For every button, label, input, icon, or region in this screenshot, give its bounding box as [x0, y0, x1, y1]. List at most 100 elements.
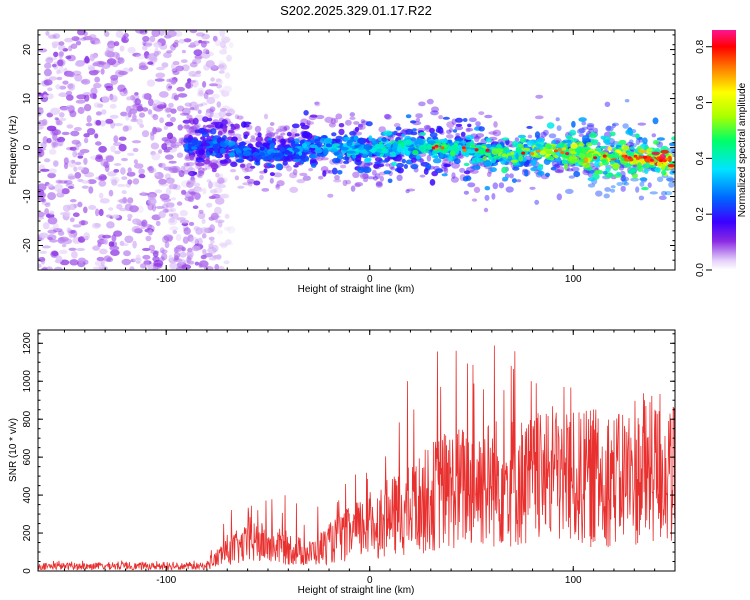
signal-cell [524, 169, 529, 177]
noise-cell [63, 180, 73, 185]
noise-cell [189, 42, 196, 48]
signal-cell [269, 172, 275, 177]
signal-cell [183, 137, 192, 144]
noise-cell [219, 49, 228, 55]
signal-cell [338, 123, 345, 128]
signal-cell [259, 146, 265, 151]
noise-cell [141, 191, 146, 196]
signal-cell [412, 128, 417, 132]
noise-cell [148, 167, 157, 173]
noise-cell [134, 92, 139, 96]
noise-cell [169, 217, 176, 224]
noise-cell [152, 114, 159, 121]
signal-cell [554, 169, 561, 173]
noise-cell [112, 96, 118, 102]
signal-cell [368, 150, 373, 158]
noise-cell [127, 46, 136, 54]
noise-cell [121, 37, 130, 43]
signal-cell [255, 135, 263, 142]
signal-cell [330, 117, 336, 125]
noise-cell [90, 87, 98, 95]
signal-cell [638, 195, 645, 201]
noise-cell [206, 96, 216, 105]
signal-cell [540, 131, 547, 138]
peak-cell [633, 154, 638, 158]
signal-cell [309, 114, 318, 118]
signal-cell [209, 106, 216, 112]
noise-cell [59, 117, 67, 122]
signal-cell [210, 128, 217, 135]
signal-cell [286, 165, 292, 172]
noise-cell [47, 172, 56, 179]
signal-cell [491, 193, 496, 200]
signal-cell [273, 172, 283, 178]
noise-cell [147, 61, 154, 65]
noise-cell [188, 70, 197, 77]
noise-cell [73, 127, 82, 131]
signal-cell [252, 152, 260, 156]
noise-cell [99, 198, 110, 204]
noise-cell [141, 130, 150, 138]
signal-cell [647, 182, 652, 189]
signal-cell [204, 166, 213, 170]
noise-cell [159, 117, 165, 124]
signal-cell [404, 139, 413, 146]
signal-cell [593, 127, 599, 134]
signal-cell [353, 121, 360, 125]
signal-cell [372, 175, 378, 181]
noise-cell [48, 57, 58, 61]
noise-cell [189, 61, 198, 68]
noise-cell [101, 62, 111, 69]
signal-cell [212, 140, 218, 144]
snr-x-ticks: -100 0 100 [63, 330, 676, 586]
signal-cell [241, 121, 247, 128]
signal-cell [254, 125, 262, 133]
noise-cell [208, 181, 213, 189]
signal-cell [317, 141, 323, 148]
signal-cell [349, 112, 355, 117]
signal-cell [332, 167, 338, 175]
signal-cell [442, 116, 450, 120]
noise-cell [38, 232, 49, 239]
signal-cell [509, 173, 514, 179]
noise-cell [185, 81, 192, 89]
noise-cell [76, 247, 85, 252]
signal-cell [600, 135, 606, 140]
noise-cell [150, 56, 158, 62]
signal-cell [328, 122, 336, 128]
noise-cell [69, 259, 79, 266]
signal-cell [431, 154, 439, 159]
noise-cell [97, 242, 102, 248]
noise-cell [215, 219, 225, 224]
signal-cell [293, 138, 300, 145]
y-tick-label: 800 [22, 410, 33, 427]
noise-cell [166, 78, 172, 83]
signal-cell [450, 150, 456, 156]
noise-cell [77, 152, 85, 156]
signal-cell [396, 166, 402, 173]
noise-cell [142, 35, 150, 42]
signal-cell [620, 174, 626, 182]
noise-cell [47, 229, 57, 234]
noise-cell [122, 125, 129, 132]
noise-cell [71, 251, 78, 259]
noise-cell [144, 39, 153, 48]
signal-cell [656, 161, 663, 168]
noise-cell [95, 119, 102, 126]
signal-cell [466, 127, 474, 132]
signal-cell [429, 179, 436, 186]
signal-cell [306, 119, 311, 126]
noise-cell [168, 85, 173, 89]
noise-cell [61, 243, 67, 248]
signal-cell [616, 171, 621, 177]
noise-cell [100, 259, 105, 267]
signal-cell [579, 158, 585, 163]
noise-cell [45, 57, 54, 64]
signal-cell [641, 186, 649, 191]
noise-cell [106, 58, 117, 66]
noise-cell [138, 168, 145, 175]
signal-cell [401, 133, 406, 138]
signal-cell [234, 175, 240, 181]
noise-cell [97, 175, 103, 181]
signal-cell [189, 129, 194, 134]
